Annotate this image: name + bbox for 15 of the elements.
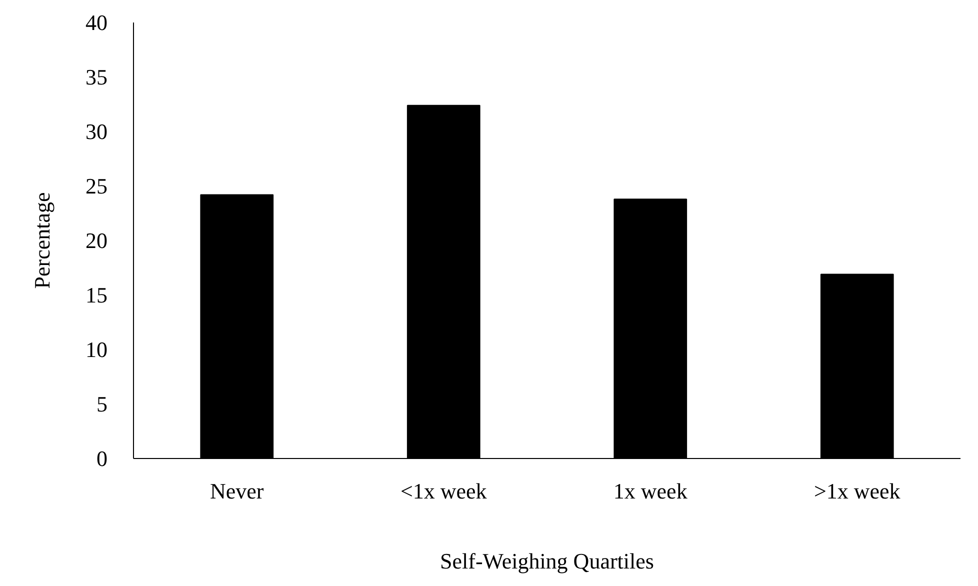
y-tick-label: 20 [86, 228, 108, 253]
x-tick-label: Never [210, 478, 264, 504]
y-tick-label: 15 [86, 282, 108, 308]
x-tick-label: >1x week [814, 478, 900, 504]
y-tick-label: 10 [86, 337, 108, 362]
x-tick-label: 1x week [613, 478, 688, 504]
y-tick-label: 35 [86, 64, 108, 90]
y-tick-label: 25 [86, 174, 108, 198]
x-axis-title: Self-Weighing Quartiles [440, 548, 654, 574]
y-tick-label: 0 [96, 446, 108, 471]
x-tick-label: <1x week [400, 478, 487, 504]
y-tick-label: 30 [86, 119, 108, 144]
y-tick-label: 5 [96, 392, 108, 416]
y-axis-title: Percentage [30, 192, 54, 289]
y-tick-label: 40 [86, 10, 108, 35]
